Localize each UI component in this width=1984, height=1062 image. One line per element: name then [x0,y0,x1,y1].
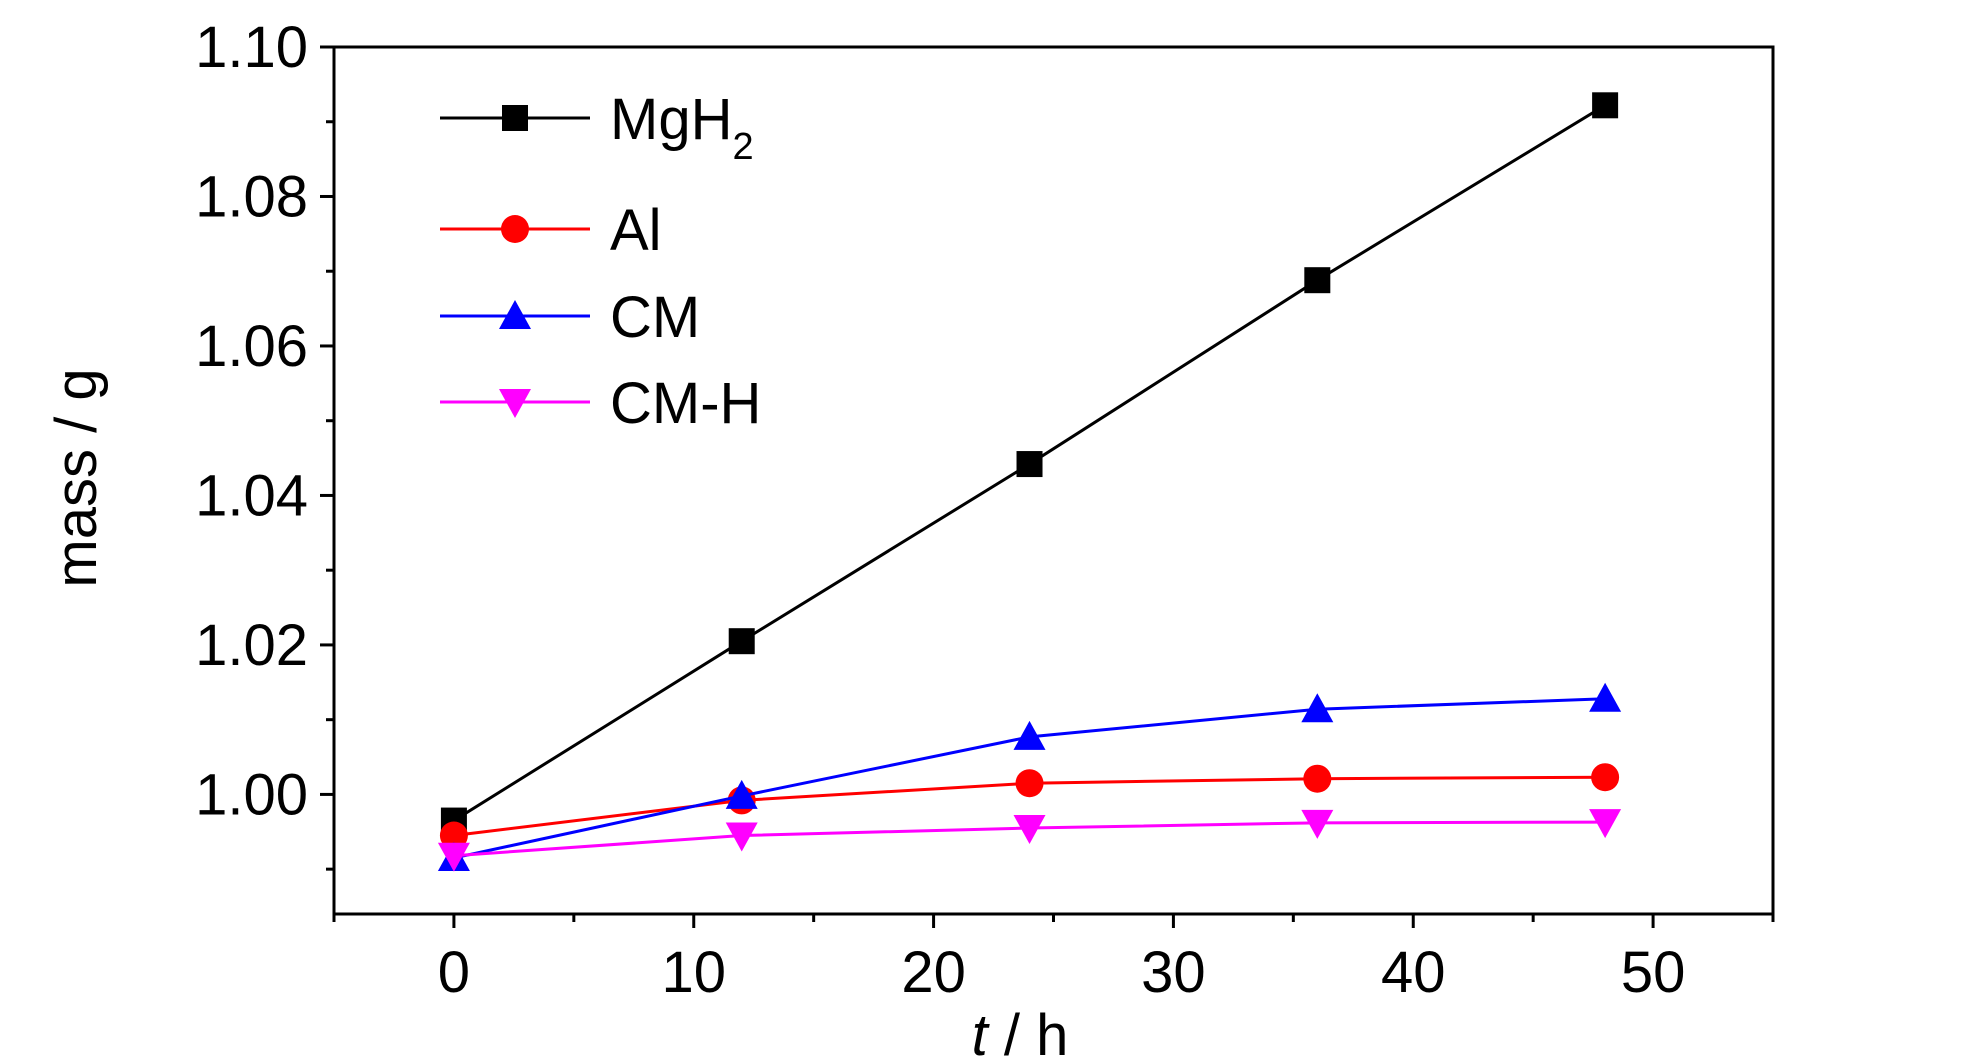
y-tick-label: 1.08 [195,164,308,229]
x-axis-label-italic: t [972,1003,991,1062]
axes: 0 10 20 30 40 50 1.00 1.02 1.04 1.06 1.08 1.10 [195,15,1775,1005]
legend-item: MgH2 [440,87,754,168]
data-point [1015,769,1044,798]
y-tick-label: 1.04 [195,463,308,528]
legend: MgH2 Al CM CM-H [440,87,761,436]
legend-label: CM [610,285,700,350]
y-tick-label: 1.02 [195,613,308,678]
data-point [1592,92,1619,119]
series-layer [437,92,1622,872]
x-tick-label: 40 [1381,940,1446,1005]
data-point [1301,809,1334,839]
x-tick-label: 10 [661,940,726,1005]
y-tick-label: 1.06 [195,314,308,379]
legend-marker [501,215,529,243]
data-point [439,821,468,850]
data-point [1589,809,1622,839]
data-point [728,628,755,655]
data-point [725,822,758,852]
data-point [1304,267,1331,294]
x-tick-label: 30 [1141,940,1206,1005]
data-point [1016,451,1043,478]
x-tick-label: 0 [438,940,470,1005]
y-tick-label: 1.00 [195,762,308,827]
data-point [1013,815,1046,845]
data-point [1303,764,1332,793]
legend-marker [499,300,531,329]
x-tick-label: 20 [901,940,966,1005]
x-axis-label-unit: / h [988,1003,1069,1062]
legend-item: Al [440,198,662,263]
data-point [1589,682,1622,712]
legend-label: CM-H [610,371,761,436]
legend-label: MgH2 [610,87,754,168]
legend-item: CM [440,285,700,350]
data-point [1301,693,1334,723]
series-3 [437,809,1622,872]
legend-item: CM-H [440,371,761,436]
y-axis-label: mass / g [44,368,109,587]
y-tick-label: 1.10 [195,15,308,80]
series-2 [437,682,1622,871]
data-point [437,842,470,872]
x-axis-label: t / h [972,1003,1069,1062]
legend-marker [502,105,528,131]
legend-marker [499,389,531,418]
data-point [1013,720,1046,750]
data-point [725,779,758,809]
legend-label: Al [610,198,662,263]
data-point [1591,763,1620,792]
x-tick-label: 50 [1621,940,1686,1005]
